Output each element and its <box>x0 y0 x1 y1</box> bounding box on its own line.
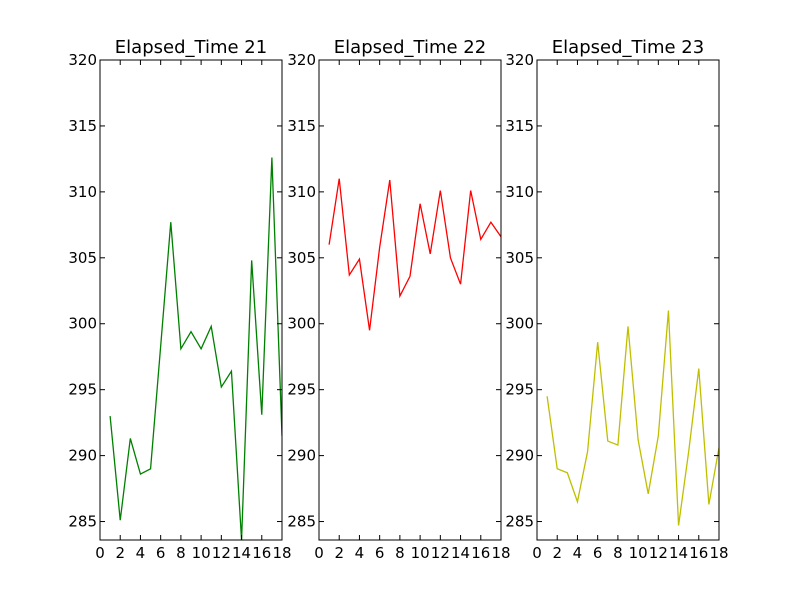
panel-2-xtick-label: 4 <box>355 544 365 562</box>
panel-3-xtick-label: 16 <box>689 544 708 562</box>
panel-3-series-line <box>546 310 719 526</box>
panel-1-xtick-label: 0 <box>95 544 105 562</box>
panel-1-ytick-label: 295 <box>68 381 97 399</box>
panel-2-xtick-label: 6 <box>375 544 385 562</box>
panel-3-ytick-label: 320 <box>505 51 534 69</box>
panel-3-xtick-label: 4 <box>573 544 583 562</box>
panel-3-ytick-label: 285 <box>505 513 534 531</box>
panel-3: Elapsed_Time 23 285 290 295 300 305 310 315 320… <box>505 37 728 562</box>
panel-2-xtick-label: 12 <box>431 544 450 562</box>
panel-3-xtick-label: 14 <box>669 544 688 562</box>
panel-2-xtick-label: 2 <box>334 544 344 562</box>
panel-1-xtick-label: 8 <box>176 544 186 562</box>
panel-3-xtick-label: 12 <box>649 544 668 562</box>
panel-3-xtick-label: 0 <box>532 544 542 562</box>
panel-2-ytick-label: 285 <box>287 513 316 531</box>
panel-1: Elapsed_Time 21 285 290 295 300 305 310 315 320… <box>68 37 291 562</box>
panel-2-ytick-label: 320 <box>287 51 316 69</box>
panel-2-ytick-label: 290 <box>287 447 316 465</box>
panel-3-ytick-label: 305 <box>505 249 534 267</box>
panel-2-ytick-label: 295 <box>287 381 316 399</box>
panel-1-ytick-label: 285 <box>68 513 97 531</box>
panel-2-xtick-label: 10 <box>411 544 430 562</box>
panel-2-xtick-label: 18 <box>491 544 510 562</box>
panel-2: Elapsed_Time 22 285 290 295 300 305 310 315 320… <box>287 37 510 562</box>
panel-1-ytick-label: 310 <box>68 183 97 201</box>
panel-1-xtick-label: 4 <box>136 544 146 562</box>
panel-3-title: Elapsed_Time 23 <box>552 37 704 58</box>
panel-1-ytick-label: 320 <box>68 51 97 69</box>
panel-3-xtick-label: 18 <box>709 544 728 562</box>
panel-1-series-line <box>109 157 282 540</box>
panel-1-xtick-label: 18 <box>272 544 291 562</box>
panel-2-xtick-label: 16 <box>471 544 490 562</box>
panel-3-xtick-label: 2 <box>552 544 562 562</box>
panel-2-ytick-label: 310 <box>287 183 316 201</box>
panel-1-xtick-label: 2 <box>115 544 125 562</box>
panel-1-xtick-label: 10 <box>192 544 211 562</box>
panel-2-ytick-label: 305 <box>287 249 316 267</box>
panel-3-ytick-label: 300 <box>505 315 534 333</box>
panel-2-xtick-label: 14 <box>451 544 470 562</box>
panel-1-ytick-label: 290 <box>68 447 97 465</box>
panel-2-xtick-label: 8 <box>395 544 405 562</box>
panel-3-xtick-label: 8 <box>613 544 623 562</box>
panel-3-ytick-label: 315 <box>505 117 534 135</box>
panel-1-xtick-label: 16 <box>252 544 271 562</box>
panel-2-axes-frame <box>318 59 502 541</box>
panel-3-xtick-label: 10 <box>629 544 648 562</box>
panel-1-title: Elapsed_Time 21 <box>115 37 267 58</box>
panel-1-xtick-label: 6 <box>156 544 166 562</box>
panel-1-ytick-label: 315 <box>68 117 97 135</box>
panel-1-xtick-label: 14 <box>232 544 251 562</box>
panel-1-axes-frame <box>99 59 283 541</box>
panel-1-ytick-label: 305 <box>68 249 97 267</box>
panel-2-ytick-label: 300 <box>287 315 316 333</box>
panel-3-ytick-label: 290 <box>505 447 534 465</box>
panel-1-xtick-label: 12 <box>212 544 231 562</box>
panel-2-series-line <box>328 178 501 331</box>
panel-3-xtick-label: 6 <box>593 544 603 562</box>
panel-2-ytick-label: 315 <box>287 117 316 135</box>
panel-3-axes-frame <box>536 59 720 541</box>
panel-2-xtick-label: 0 <box>314 544 324 562</box>
panel-1-ytick-label: 300 <box>68 315 97 333</box>
panel-3-ytick-label: 310 <box>505 183 534 201</box>
panel-2-title: Elapsed_Time 22 <box>334 37 486 58</box>
panel-3-ytick-label: 295 <box>505 381 534 399</box>
